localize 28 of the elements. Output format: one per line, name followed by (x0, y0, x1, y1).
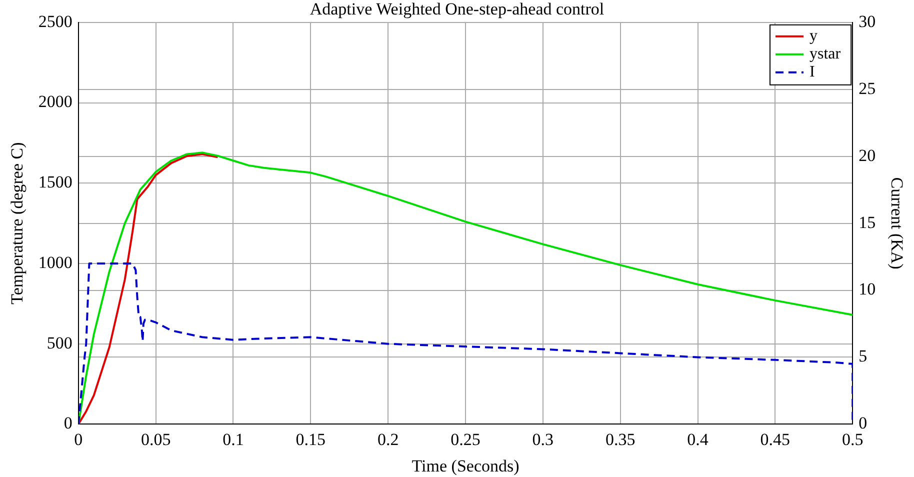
y2-tick-label: 20 (858, 146, 876, 165)
y2-tick-label: 15 (858, 212, 876, 232)
y2-axis-title: Current (KA) (887, 177, 906, 270)
legend-label: I (810, 64, 815, 81)
x-tick-label: 0.1 (222, 430, 244, 449)
y-tick-label: 1000 (38, 252, 72, 272)
x-tick-label: 0.4 (687, 430, 709, 449)
y-tick-label: 500 (46, 333, 72, 352)
x-tick-label: 0.2 (377, 430, 399, 449)
y-tick-label: 2000 (38, 92, 72, 112)
legend-label: y (810, 28, 818, 45)
x-tick-label: 0.25 (450, 430, 480, 449)
x-tick-label: 0.3 (532, 430, 554, 449)
x-tick-label: 0.05 (140, 430, 171, 449)
y2-tick-label: 5 (858, 346, 868, 366)
legend-label: ystar (810, 46, 842, 63)
y-tick-label: 0 (64, 414, 72, 433)
y2-tick-label: 10 (858, 280, 876, 299)
y2-tick-label: 25 (858, 78, 876, 98)
y2-tick-label: 30 (858, 12, 876, 31)
x-tick-label: 0.15 (296, 430, 326, 449)
y-axis-title: Temperature (degree C) (8, 142, 27, 304)
chart-title: Adaptive Weighted One-step-ahead control (310, 0, 604, 19)
y-tick-label: 1500 (38, 172, 72, 192)
y-tick-label: 2500 (38, 12, 72, 31)
x-axis-title: Time (Seconds) (412, 456, 520, 476)
x-tick-label: 0.45 (760, 430, 790, 449)
x-tick-label: 0.35 (605, 430, 636, 449)
